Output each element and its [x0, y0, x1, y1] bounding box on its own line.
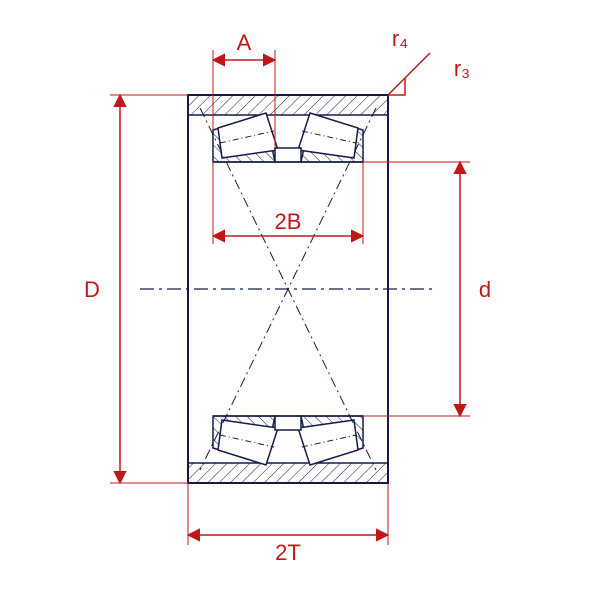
- label-r4: r₄: [392, 26, 408, 51]
- label-A: A: [237, 30, 252, 55]
- bearing-diagram: D d 2T 2B A r₄ r₃: [0, 0, 600, 600]
- label-2T: 2T: [275, 540, 301, 565]
- label-2B: 2B: [275, 209, 302, 234]
- label-r3: r₃: [454, 56, 470, 81]
- label-D: D: [84, 277, 100, 302]
- label-d: d: [479, 277, 491, 302]
